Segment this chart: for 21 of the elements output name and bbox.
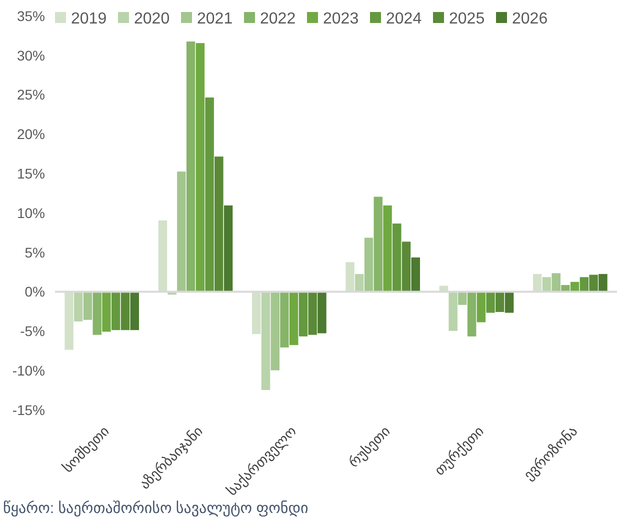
- text: წყარო: საერთაშორისო სავალუტო ფონდი: [3, 500, 309, 517]
- y-tick-label: 0%: [24, 284, 45, 300]
- y-tick-label: 15%: [16, 166, 45, 182]
- y-tick-label: -5%: [20, 323, 45, 340]
- legend-label: 2019: [71, 10, 107, 28]
- legend-label: 2022: [260, 10, 296, 28]
- y-tick-label: 25%: [16, 86, 45, 103]
- y-tick-label: 20%: [16, 126, 45, 142]
- legend-label: 2025: [449, 10, 485, 28]
- y-tick-label: -10%: [12, 362, 45, 378]
- y-tick-label: 35%: [16, 8, 45, 24]
- bar: [158, 220, 168, 292]
- legend-label: 2020: [134, 10, 170, 28]
- legend-label: 2023: [323, 10, 359, 28]
- y-tick-label: -15%: [12, 402, 45, 418]
- legend-label: 2021: [197, 10, 233, 28]
- y-tick-label: 10%: [16, 204, 45, 221]
- y-tick-label: 5%: [24, 244, 45, 260]
- legend-label: 2024: [386, 10, 422, 28]
- legend-label: 2026: [512, 10, 548, 28]
- y-tick-label: 30%: [16, 47, 45, 64]
